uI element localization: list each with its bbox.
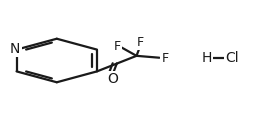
Text: F: F [114,40,121,53]
Text: H: H [201,51,212,65]
Text: F: F [137,36,144,49]
Text: Cl: Cl [225,51,239,65]
Text: N: N [10,42,20,56]
Text: F: F [162,52,169,65]
Text: O: O [107,72,118,86]
